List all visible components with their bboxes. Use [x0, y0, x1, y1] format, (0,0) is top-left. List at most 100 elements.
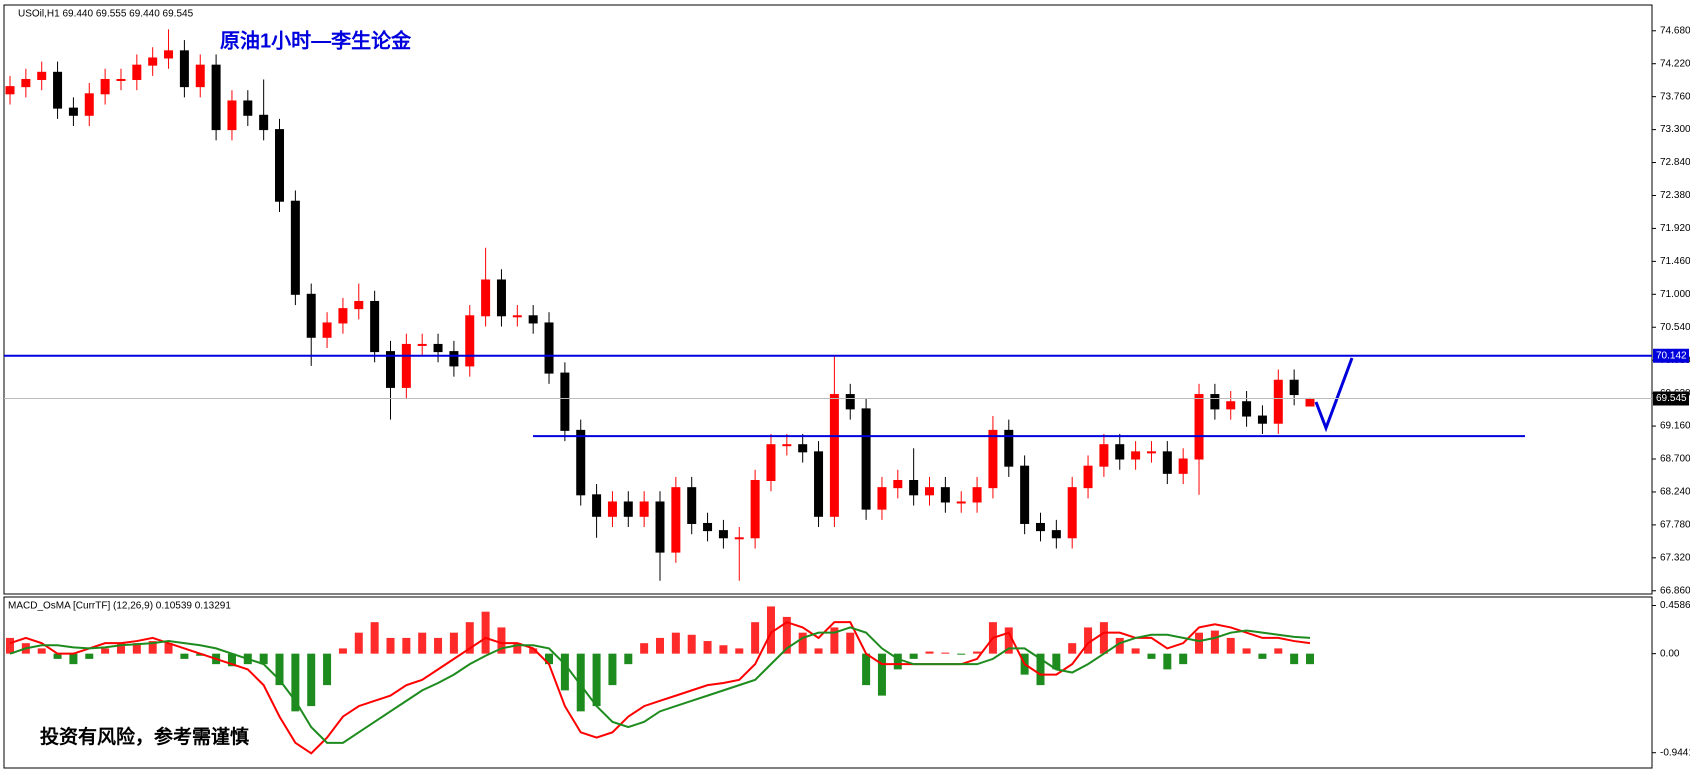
osma-bar: [1147, 653, 1156, 659]
candle-body: [37, 71, 47, 80]
candle-body: [148, 57, 158, 66]
osma-bar: [37, 648, 46, 654]
candle-body: [1273, 379, 1283, 424]
candle-body: [322, 322, 332, 338]
macd-line: [9, 626, 1311, 744]
osma-bar: [592, 653, 601, 707]
candle-body: [877, 487, 887, 510]
candle-body: [845, 394, 855, 410]
osma-bar: [1131, 648, 1140, 654]
osma-bar: [973, 651, 982, 654]
candle-body: [290, 200, 300, 295]
y-tick-label: 70.540: [1660, 322, 1690, 333]
osma-bar: [1210, 630, 1219, 654]
candle-body: [100, 78, 110, 95]
osma-bar: [703, 641, 712, 654]
osma-bar: [164, 643, 173, 654]
candle-body: [1051, 530, 1061, 539]
candle-body: [639, 501, 649, 517]
y-tick-label: -0.94419: [1660, 747, 1690, 758]
candle-body: [925, 487, 935, 496]
osma-bar: [1226, 637, 1235, 654]
candle-body: [544, 322, 554, 374]
candle-body: [1162, 451, 1172, 474]
candle-body: [972, 487, 982, 503]
candle-body: [814, 451, 824, 517]
candle-body: [385, 351, 395, 388]
y-tick-label: 68.700: [1660, 454, 1690, 465]
osma-bar: [418, 632, 427, 654]
osma-bar: [1115, 637, 1124, 654]
candle-body: [481, 279, 491, 317]
osma-bar: [751, 622, 760, 654]
candle-body: [512, 315, 522, 318]
candle-body: [259, 114, 269, 131]
osma-bar: [1274, 648, 1283, 654]
osma-bar: [481, 611, 490, 654]
osma-bar: [640, 643, 649, 654]
y-tick-label: 67.320: [1660, 552, 1690, 563]
candle-body: [1194, 394, 1204, 460]
osma-bar: [1163, 653, 1172, 670]
osma-bar: [735, 648, 744, 654]
osma-bar: [291, 653, 300, 712]
osma-bar: [1306, 653, 1314, 665]
osma-bar: [402, 637, 411, 654]
candle-body: [766, 444, 776, 481]
osma-bar: [1068, 643, 1077, 654]
macd-pane: [3, 596, 1653, 769]
candle-body: [750, 479, 760, 539]
osma-bar: [69, 653, 78, 665]
candle-body: [607, 501, 617, 517]
osma-bar: [719, 645, 728, 654]
resistance-label: 70.142: [1656, 350, 1687, 361]
candle-body: [116, 78, 126, 81]
candle-body: [1210, 394, 1220, 410]
osma-bar: [830, 627, 839, 654]
osma-bar: [116, 643, 125, 654]
osma-bar: [877, 653, 886, 696]
osma-bar: [608, 653, 617, 686]
candle-body: [798, 444, 808, 453]
candle-body: [433, 343, 443, 353]
osma-bar: [148, 641, 157, 654]
osma-bar: [782, 616, 791, 654]
y-tick-label: 68.240: [1660, 487, 1690, 498]
y-tick-label: 71.920: [1660, 223, 1690, 234]
candle-body: [227, 100, 237, 131]
osma-bar: [434, 637, 443, 654]
candle-body: [528, 315, 538, 324]
candle-body: [275, 129, 285, 202]
osma-bar: [909, 653, 918, 659]
candle-body: [354, 300, 364, 310]
candle-body: [68, 107, 78, 116]
chart-title: 原油1小时—李生论金: [220, 28, 412, 52]
candle-body: [718, 530, 728, 539]
y-tick-label: 73.300: [1660, 124, 1690, 135]
candle-body: [1257, 415, 1267, 424]
y-tick-label: 66.860: [1660, 585, 1690, 596]
candle-body: [84, 93, 94, 116]
candle-body: [623, 501, 633, 517]
candle-body: [465, 315, 475, 367]
candle-body: [401, 343, 411, 388]
candle-body: [1020, 465, 1030, 524]
candle-body: [1226, 401, 1236, 410]
hand-drawn-v: [1314, 357, 1354, 433]
candle-body: [1067, 487, 1077, 539]
osma-bar: [513, 643, 522, 654]
macd-line: [9, 621, 1311, 755]
candle-body: [703, 522, 713, 532]
osma-bar: [132, 643, 141, 654]
osma-bar: [370, 622, 379, 654]
osma-bar: [671, 632, 680, 654]
candle-body: [1178, 458, 1188, 474]
osma-bar: [53, 653, 62, 659]
osma-bar: [893, 653, 902, 670]
risk-note: 投资有风险，参考需谨慎: [40, 725, 249, 748]
candle-body: [496, 279, 506, 317]
osma-bar: [85, 653, 94, 659]
candle-body: [243, 100, 253, 116]
candle-body: [211, 64, 221, 131]
osma-bar: [545, 653, 554, 665]
